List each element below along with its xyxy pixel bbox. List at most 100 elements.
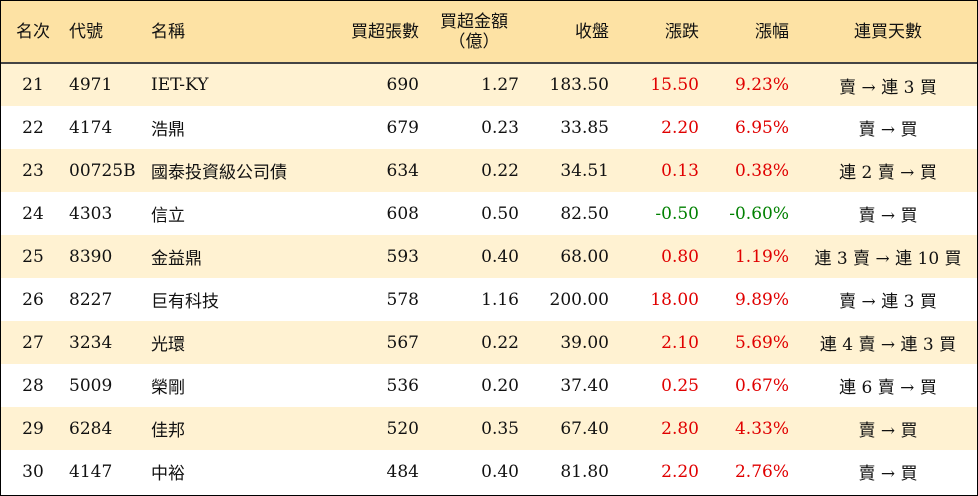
table-row: 23 00725B 國泰投資級公司債 634 0.22 34.51 0.13 0.38% 連 2… — [1, 149, 977, 192]
header-code: 代號 — [65, 1, 149, 64]
cell-net-buy-amount: 0.35 — [481, 418, 519, 439]
table-row: 22 4174 浩鼎 679 0.23 33.85 2.20 6.95% 賣 → 買 — [1, 106, 977, 149]
cell-change-pct: 9.23% — [734, 75, 789, 95]
header-buy-days: 連買天數 — [799, 1, 977, 64]
cell-close: 39.00 — [560, 332, 609, 353]
cell-buy-days: 賣 → 連 3 買 — [839, 77, 937, 98]
table-row: 29 6284 佳邦 520 0.35 67.40 2.80 4.33% 賣 → 買 — [1, 407, 977, 450]
cell-buy-days: 賣 → 買 — [858, 206, 918, 226]
cell-buy-days: 賣 → 買 — [858, 421, 918, 441]
cell-close: 37.40 — [560, 375, 609, 396]
cell-net-buy-amount: 0.22 — [481, 160, 519, 181]
cell-change: -0.50 — [655, 203, 699, 224]
cell-net-buy-amount: 0.40 — [481, 461, 519, 482]
cell-buy-days: 連 6 賣 → 買 — [839, 378, 937, 398]
cell-buy-days: 連 3 賣 → 連 10 買 — [814, 249, 962, 269]
cell-close: 34.51 — [560, 160, 609, 181]
cell-net-buy-amount: 1.27 — [481, 75, 519, 95]
cell-rank: 25 — [22, 246, 44, 267]
cell-rank: 26 — [22, 289, 44, 310]
cell-change-pct: 9.89% — [734, 289, 789, 310]
cell-rank: 22 — [22, 117, 44, 138]
cell-code: 00725B — [69, 160, 136, 181]
cell-change: 2.20 — [661, 117, 699, 138]
cell-close: 82.50 — [560, 203, 609, 224]
cell-rank: 28 — [22, 375, 44, 396]
table-body: 21 4971 IET-KY 690 1.27 183.50 15.50 9.23% 賣 → 連… — [1, 63, 977, 493]
cell-name: 浩鼎 — [151, 120, 185, 140]
header-change: 漲跌 — [619, 1, 709, 64]
header-name: 名稱 — [149, 1, 329, 64]
cell-name: 信立 — [151, 206, 185, 226]
cell-change: 0.25 — [661, 375, 699, 396]
cell-close: 200.00 — [549, 289, 609, 310]
cell-change: 0.80 — [661, 246, 699, 267]
cell-close: 33.85 — [560, 117, 609, 138]
cell-net-buy-amount: 1.16 — [481, 289, 519, 310]
cell-close: 81.80 — [560, 461, 609, 482]
cell-rank: 21 — [22, 75, 44, 95]
cell-change: 2.20 — [661, 461, 699, 482]
cell-net-buy-lots: 484 — [386, 461, 419, 482]
header-net-buy-lots: 買超張數 — [329, 1, 429, 64]
cell-close: 183.50 — [549, 75, 609, 95]
table-row: 28 5009 榮剛 536 0.20 37.40 0.25 0.67% 連 6 賣 → 買 — [1, 364, 977, 407]
table-row: 21 4971 IET-KY 690 1.27 183.50 15.50 9.23% 賣 → 連… — [1, 63, 977, 106]
cell-code: 6284 — [69, 418, 113, 439]
cell-name: 國泰投資級公司債 — [151, 163, 287, 183]
cell-name: 金益鼎 — [151, 249, 202, 269]
header-rank: 名次 — [1, 1, 65, 64]
cell-change-pct: 6.95% — [734, 117, 789, 138]
table-row: 26 8227 巨有科技 578 1.16 200.00 18.00 9.89% 賣 → 連 3… — [1, 278, 977, 321]
cell-code: 8390 — [69, 246, 113, 267]
cell-net-buy-amount: 0.50 — [481, 203, 519, 224]
table-header-row: 名次 代號 名稱 買超張數 買超金額 （億） 收盤 漲跌 漲幅 連買天數 — [1, 1, 977, 64]
cell-net-buy-amount: 0.20 — [481, 375, 519, 396]
cell-change-pct: 2.76% — [734, 461, 789, 482]
cell-code: 4174 — [69, 117, 113, 138]
header-net-buy-amount-line2: （億） — [448, 31, 500, 52]
header-close: 收盤 — [529, 1, 619, 64]
table-row: 24 4303 信立 608 0.50 82.50 -0.50 -0.60% 賣 → 買 — [1, 192, 977, 235]
cell-change-pct: 1.19% — [734, 246, 789, 267]
table-row: 30 4147 中裕 484 0.40 81.80 2.20 2.76% 賣 → 買 — [1, 450, 977, 493]
cell-net-buy-lots: 634 — [386, 160, 419, 181]
cell-close: 68.00 — [560, 246, 609, 267]
cell-code: 3234 — [69, 332, 113, 353]
table-row: 27 3234 光環 567 0.22 39.00 2.10 5.69% 連 4 賣 → 連 3… — [1, 321, 977, 364]
cell-buy-days: 連 2 賣 → 買 — [839, 163, 937, 183]
cell-net-buy-lots: 536 — [386, 375, 419, 396]
cell-buy-days: 賣 → 連 3 買 — [839, 292, 937, 312]
cell-change-pct: -0.60% — [729, 203, 789, 224]
cell-rank: 29 — [22, 418, 44, 439]
cell-net-buy-lots: 520 — [386, 418, 419, 439]
cell-net-buy-lots: 608 — [386, 203, 419, 224]
header-change-pct: 漲幅 — [709, 1, 799, 64]
cell-net-buy-lots: 679 — [386, 117, 419, 138]
cell-net-buy-lots: 567 — [386, 332, 419, 353]
cell-net-buy-lots: 578 — [386, 289, 419, 310]
cell-change: 2.80 — [661, 418, 699, 439]
cell-buy-days: 連 4 賣 → 連 3 買 — [819, 335, 957, 355]
cell-code: 4147 — [69, 461, 113, 482]
cell-net-buy-amount: 0.22 — [481, 332, 519, 353]
cell-change: 2.10 — [661, 332, 699, 353]
cell-change: 0.13 — [661, 160, 699, 181]
cell-close: 67.40 — [560, 418, 609, 439]
cell-name: 榮剛 — [151, 378, 185, 398]
cell-code: 4971 — [69, 75, 113, 95]
table-row: 25 8390 金益鼎 593 0.40 68.00 0.80 1.19% 連 3 賣 → 連 … — [1, 235, 977, 278]
cell-name: IET-KY — [151, 75, 209, 95]
cell-buy-days: 賣 → 買 — [858, 464, 918, 484]
cell-net-buy-amount: 0.40 — [481, 246, 519, 267]
cell-rank: 24 — [22, 203, 44, 224]
cell-net-buy-lots: 690 — [386, 75, 419, 95]
cell-change: 15.50 — [650, 75, 699, 95]
header-net-buy-amount: 買超金額 （億） — [429, 1, 529, 64]
cell-net-buy-amount: 0.23 — [481, 117, 519, 138]
cell-change-pct: 0.67% — [734, 375, 789, 396]
cell-name: 光環 — [151, 335, 185, 355]
cell-code: 4303 — [69, 203, 113, 224]
